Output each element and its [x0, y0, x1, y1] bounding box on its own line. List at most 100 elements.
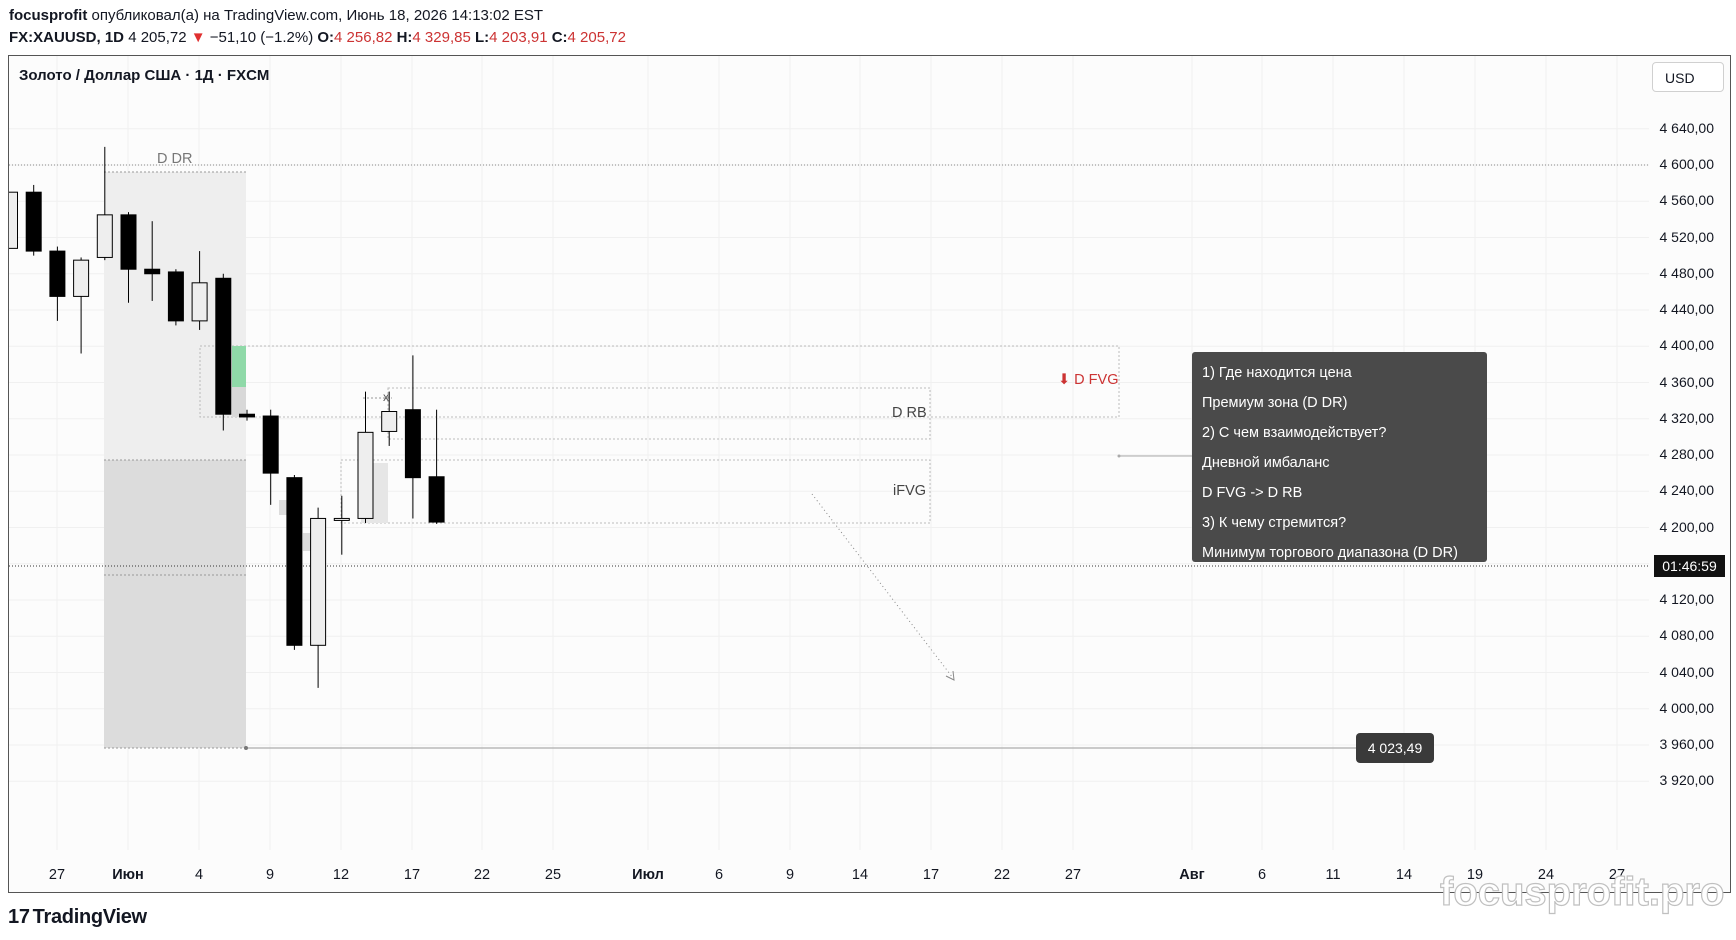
down-arrow-icon: ▼: [190, 29, 206, 46]
ifvg-label: iFVG: [893, 483, 927, 499]
price-change: −51,10 (−1.2%): [209, 29, 314, 46]
bearish-candle[interactable]: [215, 277, 232, 415]
time-axis-label: 12: [332, 867, 350, 883]
time-axis-label: Авг: [1179, 867, 1205, 883]
bullish-candle[interactable]: [191, 282, 208, 322]
price-axis-label: 4 640,00: [1659, 119, 1715, 136]
bearish-candle[interactable]: [144, 268, 161, 275]
time-axis-label: 22: [993, 867, 1011, 883]
time-axis-label: 9: [265, 867, 275, 883]
watermark: focusprofit.pro: [1439, 869, 1725, 914]
note-line: D FVG -> D RB: [1202, 485, 1303, 501]
close-value: 4 205,72: [567, 29, 626, 46]
bearish-candle[interactable]: [286, 477, 303, 646]
time-axis-label: 17: [922, 867, 940, 883]
note-anchor-dot: [1117, 454, 1121, 458]
time-axis-label: 27: [1064, 867, 1082, 883]
drb-label: D RB: [892, 405, 927, 421]
time-axis-label: 27: [48, 867, 66, 883]
projection-arrow: [811, 493, 954, 679]
bearish-candle[interactable]: [262, 415, 279, 474]
price-axis-label: 4 560,00: [1659, 192, 1715, 209]
publish-text: опубликовал(а) на TradingView.com, Июнь …: [87, 7, 544, 24]
note-line: 3) К чему стремится?: [1202, 515, 1347, 531]
currency-button[interactable]: USD: [1652, 62, 1724, 92]
time-axis-label: 19: [1466, 867, 1484, 883]
price-axis-label: 4 360,00: [1659, 373, 1715, 390]
time-axis-label: 11: [1325, 867, 1341, 883]
time-axis-label: 14: [1395, 867, 1413, 883]
time-axis-label: 6: [714, 867, 724, 883]
open-label: O:: [317, 29, 335, 46]
close-label: C:: [551, 29, 568, 46]
analysis-note[interactable]: 1) Где находится цена Премиум зона (D DR…: [1192, 352, 1487, 562]
candles-layer: [3, 146, 445, 688]
price-axis-label: 4 520,00: [1659, 228, 1715, 245]
high-value: 4 329,85: [412, 29, 471, 46]
drb-box[interactable]: [387, 387, 931, 440]
price-axis-label: 4 440,00: [1659, 301, 1715, 317]
tradingview-logo[interactable]: 17 TradingView: [8, 906, 147, 929]
author-name[interactable]: focusprofit: [9, 7, 88, 24]
bullish-candle[interactable]: [96, 214, 113, 258]
bearish-candle[interactable]: [428, 476, 445, 523]
bullish-candle[interactable]: [310, 517, 327, 646]
time-axis-label: 14: [851, 867, 869, 883]
tradingview-logo-text: TradingView: [32, 906, 147, 928]
bearish-candle[interactable]: [49, 250, 66, 297]
dfvg-box[interactable]: [199, 345, 1120, 418]
open-value: 4 256,82: [334, 29, 393, 46]
swing-x-label: x: [383, 390, 389, 404]
time-axis-label: 4: [194, 867, 204, 883]
time-axis-label: Июн: [112, 867, 144, 883]
fvg-green-block: [232, 346, 246, 387]
high-label: H:: [396, 29, 413, 46]
bullish-candle[interactable]: [73, 259, 90, 297]
note-line: Премиум зона (D DR): [1202, 395, 1348, 411]
dfvg-label: ⬇ D FVG: [1058, 372, 1119, 388]
ddr-zone-discount[interactable]: [104, 460, 246, 748]
bullish-candle[interactable]: [357, 431, 374, 519]
note-line: Минимум торгового диапазона (D DR): [1202, 545, 1458, 561]
bearish-candle[interactable]: [239, 413, 255, 418]
price-axis-label: 4 600,00: [1659, 156, 1715, 172]
price-axis-label: 3 960,00: [1659, 736, 1715, 752]
target-level-anchor: [244, 746, 248, 750]
note-line: 1) Где находится цена: [1202, 365, 1352, 381]
bearish-candle[interactable]: [404, 409, 421, 479]
bearish-candle[interactable]: [120, 214, 137, 270]
time-axis-label: 6: [1257, 867, 1267, 883]
price-axis-label: 4 000,00: [1659, 699, 1715, 716]
bullish-candle[interactable]: [381, 411, 398, 432]
price-axis-label: 4 200,00: [1659, 518, 1715, 535]
time-axis-label: 22: [473, 867, 491, 883]
time-axis-label: 25: [544, 867, 562, 883]
bearish-candle[interactable]: [167, 271, 184, 322]
price-axis-label: 4 080,00: [1659, 627, 1715, 644]
time-axis-label: 24: [1537, 867, 1555, 883]
low-label: L:: [474, 29, 490, 46]
bearish-candle[interactable]: [25, 191, 42, 252]
time-axis-label: 9: [785, 867, 795, 883]
low-value: 4 203,91: [489, 29, 548, 46]
price-axis-label: 3 920,00: [1659, 772, 1715, 789]
time-axis-label: Июл: [632, 867, 664, 883]
note-line: Дневной имбаланс: [1202, 455, 1330, 471]
projection-arrowhead: [945, 670, 955, 681]
ifvg-box[interactable]: [340, 459, 931, 524]
countdown-badge: 01:46:59: [1654, 555, 1725, 577]
last-price: 4 205,72: [128, 29, 187, 46]
bullish-candle[interactable]: [3, 191, 18, 249]
time-axis-label: 27: [1608, 867, 1626, 883]
price-axis-label: 4 400,00: [1659, 337, 1715, 354]
price-axis-label: 4 320,00: [1659, 409, 1715, 426]
bullish-candle[interactable]: [333, 517, 350, 521]
symbol-label: FX:XAUUSD, 1D: [9, 29, 125, 46]
price-axis-label: 4 240,00: [1659, 482, 1715, 499]
fvg-gray-block: [232, 387, 246, 417]
ohlc-legend: FX:XAUUSD, 1D 4 205,72 ▼ −51,10 (−1.2%) …: [9, 29, 626, 46]
pane-title: Золото / Доллар США · 1Д · FXCM: [19, 67, 270, 84]
price-axis-label: 4 280,00: [1659, 446, 1715, 462]
target-level-badge[interactable]: 4 023,49: [1356, 733, 1434, 763]
